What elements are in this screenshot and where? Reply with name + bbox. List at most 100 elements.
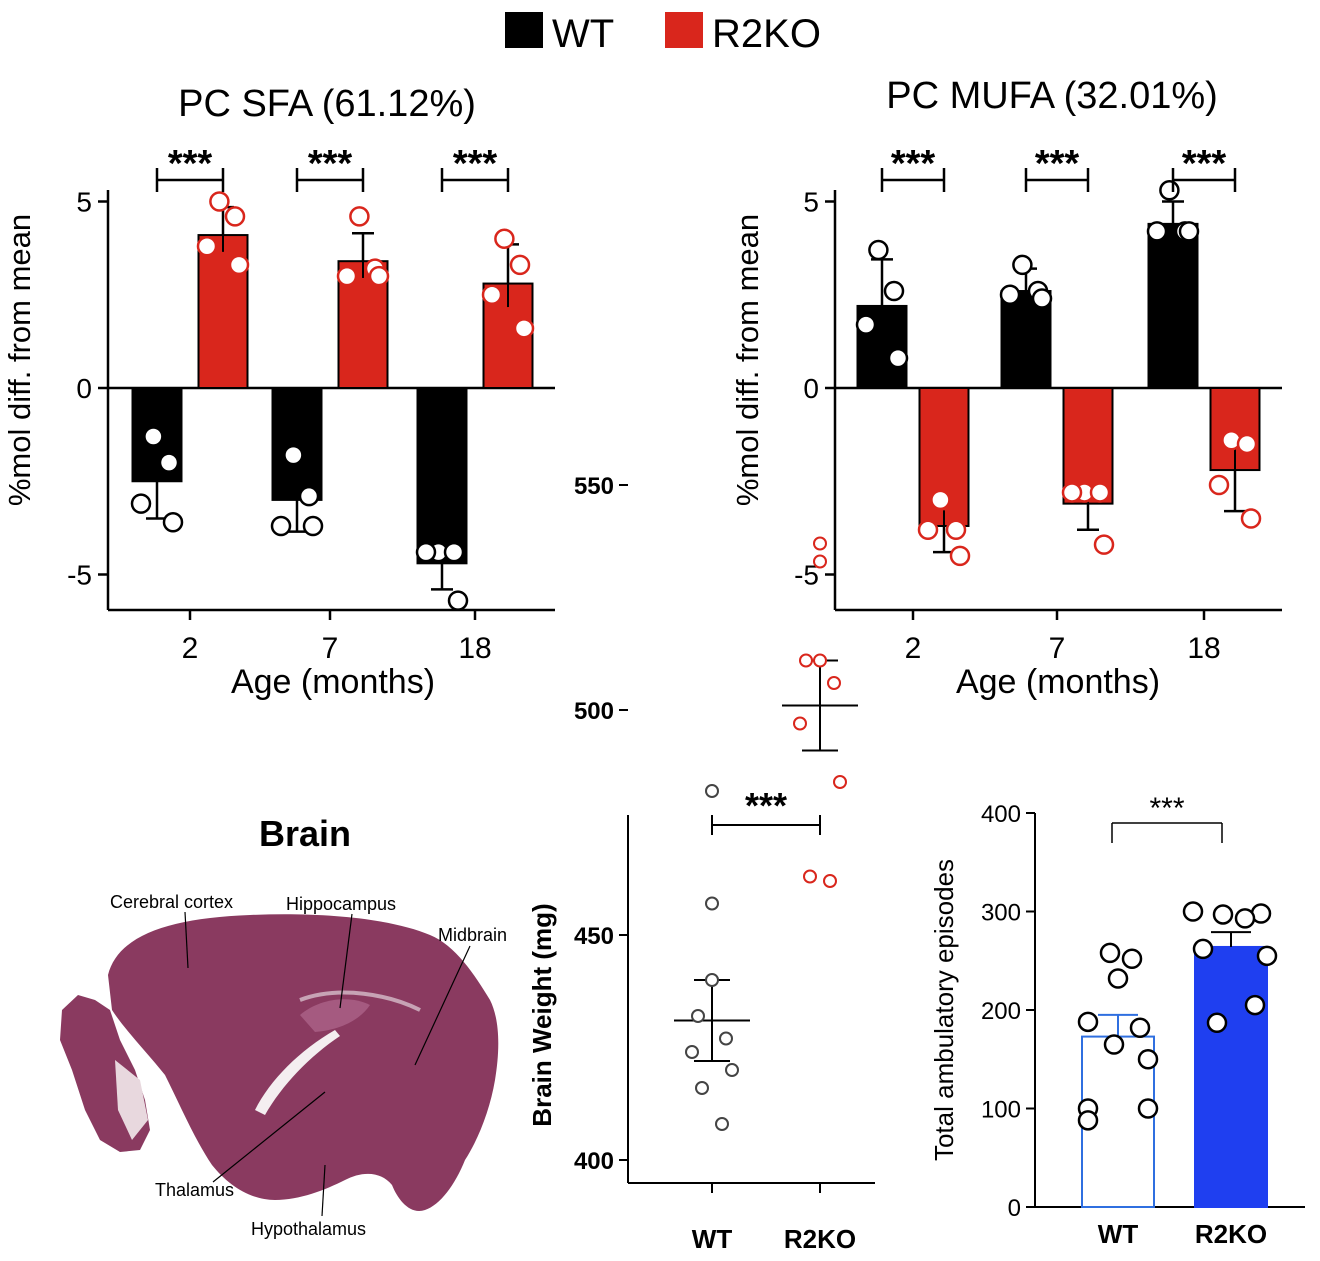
- significance-stars: ***: [891, 143, 936, 185]
- brain-section-image: [60, 914, 499, 1211]
- data-point: [719, 1031, 733, 1046]
- data-point: [158, 452, 180, 473]
- data-point: [270, 515, 292, 537]
- label-hypothalamus: Hypothalamus: [251, 1219, 366, 1239]
- data-point: [302, 515, 324, 537]
- data-point: [917, 519, 939, 540]
- data-point: [813, 536, 827, 551]
- legend: WT R2KO: [505, 12, 821, 56]
- data-point: [1129, 1017, 1151, 1038]
- ventricle-shape: [255, 1030, 340, 1115]
- data-point: [481, 284, 503, 305]
- y-axis-title: Brain Weight (mg): [527, 903, 557, 1126]
- data-point: [1208, 474, 1230, 496]
- brain-title: Brain: [259, 813, 351, 854]
- data-point: [143, 426, 164, 447]
- legend-swatch-wt: [505, 12, 543, 48]
- data-point: [1244, 994, 1266, 1016]
- significance-stars: ***: [745, 785, 787, 826]
- data-point: [509, 254, 531, 276]
- data-point: [1093, 534, 1115, 555]
- data-point: [196, 236, 218, 257]
- data-point: [1103, 1034, 1125, 1055]
- significance-stars: ***: [1182, 143, 1227, 185]
- data-point: [833, 775, 847, 789]
- olfactory-bulb-pale: [115, 1060, 148, 1140]
- y-tick-label: 500: [574, 698, 614, 725]
- data-point: [1107, 968, 1129, 989]
- white-matter-tract: [299, 990, 421, 1012]
- x-tick-label: 2: [182, 632, 199, 665]
- data-point: [1137, 1098, 1159, 1119]
- x-tick-label: WT: [692, 1224, 733, 1254]
- bar-wt: [1147, 222, 1199, 389]
- data-point: [283, 444, 304, 466]
- y-tick-label: 400: [574, 1148, 614, 1175]
- chart-pc-sfa: 5 0 -5 PC SFA (61.12%) Age (months) %mol diff…: [2, 83, 555, 701]
- data-point: [695, 1081, 709, 1095]
- legend-swatch-r2ko: [665, 12, 703, 48]
- y-tick-label: 0: [76, 373, 92, 404]
- chart-title: PC SFA (61.12%): [178, 83, 476, 125]
- bar-r2ko: [1194, 945, 1268, 1209]
- data-point: [447, 590, 469, 611]
- data-point: [813, 653, 827, 668]
- data-point: [1234, 908, 1256, 929]
- x-tick-label: 7: [1049, 632, 1066, 665]
- data-point: [130, 493, 152, 514]
- y-tick-label: 5: [803, 187, 819, 218]
- data-point: [799, 653, 813, 668]
- significance-stars: ***: [168, 143, 213, 185]
- label-hippocampus: Hippocampus: [286, 894, 396, 914]
- y-tick-label: 400: [981, 801, 1021, 828]
- data-point: [443, 541, 465, 563]
- chart-title: PC MUFA (32.01%): [886, 75, 1218, 117]
- data-point: [494, 228, 515, 250]
- chart-pc-mufa: 50-5PC MUFA (32.01%)Age (months)%mol dif…: [730, 75, 1282, 701]
- data-point: [705, 896, 719, 911]
- data-point: [1178, 221, 1200, 242]
- data-point: [513, 318, 535, 339]
- data-point: [999, 284, 1021, 305]
- data-point: [855, 314, 877, 335]
- data-point: [691, 1009, 705, 1023]
- x-tick-label: WT: [1098, 1219, 1139, 1249]
- brain-annotations: [184, 911, 471, 1217]
- chart-brain-weight: 550 500 450 400 Brain Weight (mg) WT R2KO ***: [527, 473, 875, 1254]
- hippocampus-shape: [300, 999, 370, 1032]
- data-point: [228, 254, 250, 276]
- data-point: [209, 191, 230, 212]
- data-point: [336, 265, 358, 287]
- data-point: [813, 554, 827, 569]
- data-point: [298, 485, 320, 507]
- data-point: [715, 1117, 729, 1131]
- data-point: [1077, 1011, 1099, 1033]
- legend-label-r2ko: R2KO: [712, 12, 821, 56]
- y-tick-label: 100: [981, 1097, 1021, 1124]
- x-axis-title: Age (months): [956, 663, 1160, 701]
- data-point: [725, 1063, 739, 1077]
- data-point: [1146, 221, 1168, 242]
- chart-ambulatory: 400 300 200 100 0 Total ambulatory episodes WT…: [929, 792, 1305, 1249]
- data-point: [930, 489, 951, 511]
- label-midbrain: Midbrain: [438, 925, 507, 945]
- brain-panel: Brain Cerebral cortex Hippocampus Midbra…: [60, 813, 507, 1239]
- data-point: [705, 973, 719, 987]
- x-tick-label: R2KO: [784, 1224, 856, 1254]
- data-point: [868, 239, 889, 261]
- data-point: [685, 1045, 699, 1059]
- y-tick-label: 5: [76, 187, 92, 218]
- data-point: [1089, 482, 1111, 503]
- data-point: [945, 519, 967, 540]
- data-point: [1192, 938, 1214, 960]
- significance-stars: ***: [453, 143, 498, 185]
- y-tick-label: 0: [803, 373, 819, 404]
- y-axis-title: %mol diff. from mean: [730, 214, 765, 506]
- data-point: [1061, 482, 1083, 503]
- data-point: [887, 347, 909, 369]
- data-point: [803, 869, 817, 884]
- label-thalamus: Thalamus: [155, 1180, 234, 1200]
- legend-label-wt: WT: [552, 12, 614, 56]
- data-point: [1137, 1049, 1159, 1070]
